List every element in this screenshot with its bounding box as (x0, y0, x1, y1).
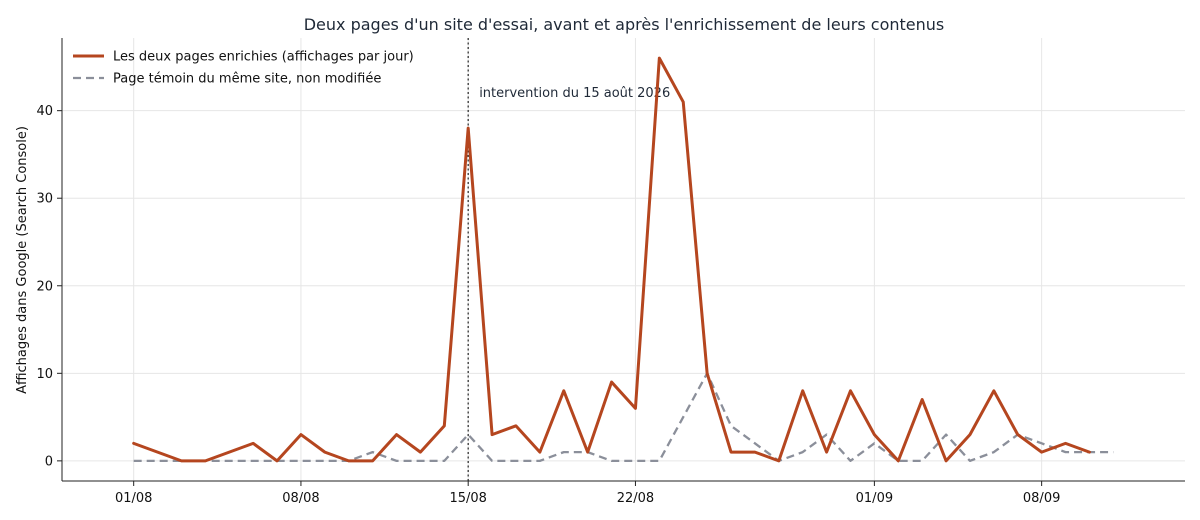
series-line-enriched-pages (132, 56, 1091, 463)
annotations: intervention du 15 août 2026 (467, 38, 670, 481)
x-tick-label: 01/08 (115, 491, 152, 506)
x-tick-label: 22/08 (617, 491, 654, 506)
series-lines (132, 56, 1114, 463)
x-tick-label: 08/08 (282, 491, 319, 506)
y-tick-label: 30 (36, 192, 53, 207)
x-tick-label: 15/08 (449, 491, 486, 506)
y-tick-label: 10 (36, 367, 53, 382)
series-line-control-page (133, 372, 1114, 463)
legend-label: Page témoin du même site, non modifiée (113, 72, 381, 87)
y-axis-ticks: 0 10 20 30 40 (36, 104, 62, 469)
grid (62, 38, 1185, 481)
y-axis-label: Affichages dans Google (Search Console) (15, 126, 30, 394)
axes (61, 38, 1185, 482)
legend: Les deux pages enrichies (affichages par… (73, 50, 414, 87)
legend-label: Les deux pages enrichies (affichages par… (113, 50, 414, 65)
y-tick-label: 20 (36, 279, 53, 294)
intervention-label: intervention du 15 août 2026 (479, 86, 670, 101)
y-tick-label: 0 (45, 454, 53, 469)
x-tick-label: 08/09 (1023, 491, 1060, 506)
chart-title: Deux pages d'un site d'essai, avant et a… (304, 15, 945, 34)
x-axis-ticks: 01/08 08/08 15/08 22/08 01/09 08/09 (115, 481, 1060, 506)
y-tick-label: 40 (36, 104, 53, 119)
x-tick-label: 01/09 (856, 491, 893, 506)
